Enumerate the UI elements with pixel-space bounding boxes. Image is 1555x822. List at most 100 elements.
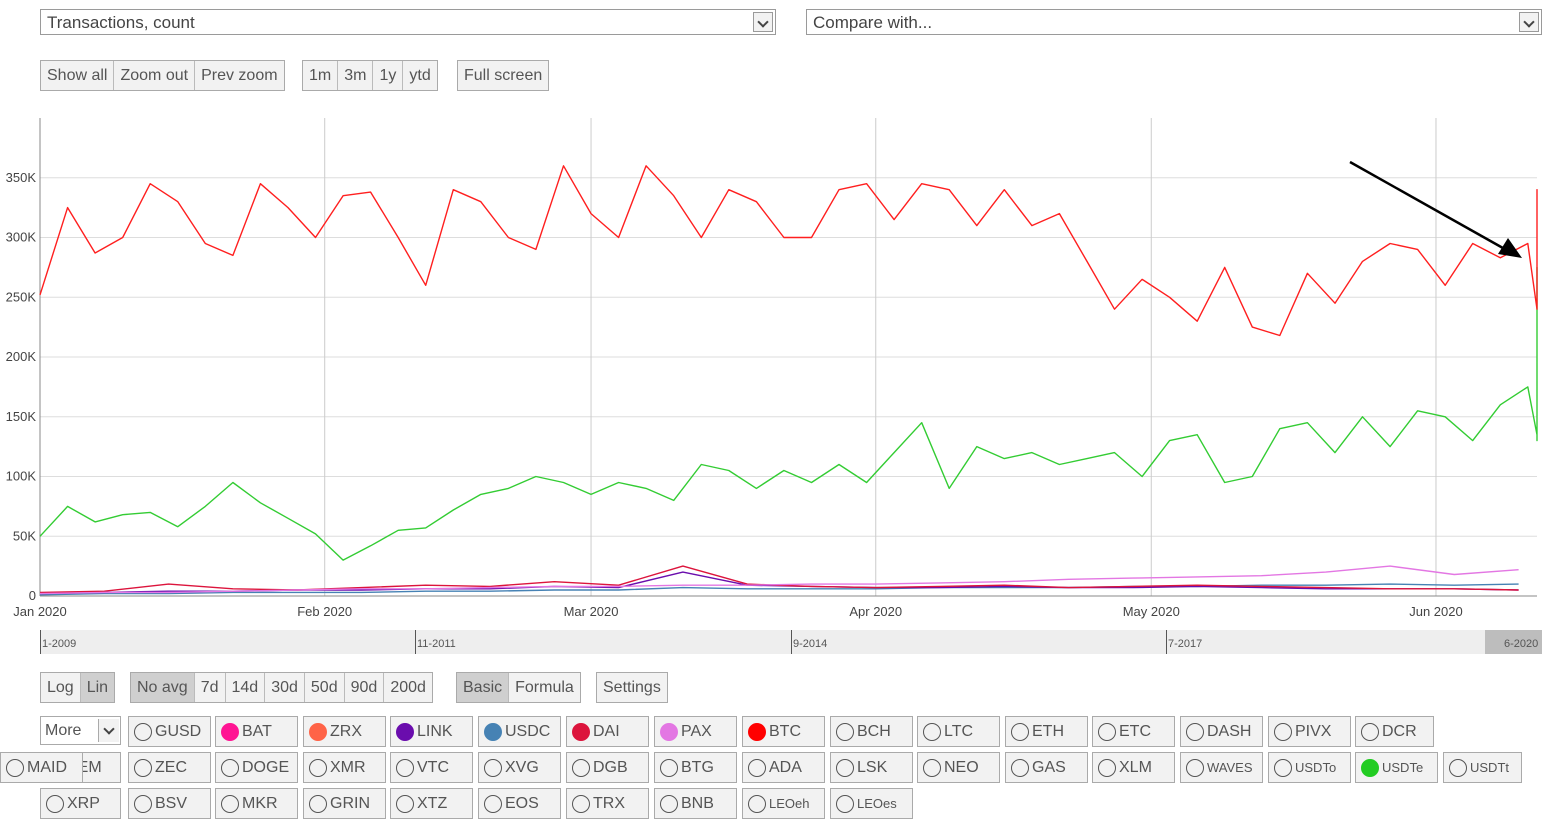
- radio-circle-icon: [396, 758, 414, 777]
- radio-circle-icon: [572, 758, 590, 777]
- coin-toggle-waves[interactable]: WAVES: [1180, 752, 1263, 783]
- coin-toggle-usdtt[interactable]: USDTt: [1443, 752, 1522, 783]
- show-all-button[interactable]: Show all: [41, 61, 115, 90]
- x-tick-label: Feb 2020: [297, 604, 352, 619]
- coin-toggle-eth[interactable]: ETH: [1005, 716, 1088, 747]
- coin-label: LSK: [857, 758, 888, 776]
- lin-scale-button[interactable]: Lin: [80, 673, 115, 702]
- x-tick-label: Jun 2020: [1409, 604, 1463, 619]
- no-avg-button[interactable]: No avg: [131, 673, 195, 702]
- coin-toggle-xrp[interactable]: XRP: [40, 788, 121, 819]
- coin-toggle-lsk[interactable]: LSK: [830, 752, 913, 783]
- coin-toggle-bsv[interactable]: BSV: [128, 788, 211, 819]
- avg-200d-button[interactable]: 200d: [384, 673, 432, 702]
- coin-toggle-dai[interactable]: DAI: [566, 716, 649, 747]
- zoom-out-button[interactable]: Zoom out: [114, 61, 196, 90]
- coin-label: GAS: [1032, 758, 1066, 776]
- coin-toggle-eos[interactable]: EOS: [478, 788, 561, 819]
- coin-toggle-gusd[interactable]: GUSD: [128, 716, 211, 747]
- coin-toggle-ltc[interactable]: LTC: [917, 716, 1000, 747]
- coin-toggle-mkr[interactable]: MKR: [215, 788, 298, 819]
- coin-toggle-usdto[interactable]: USDTo: [1268, 752, 1351, 783]
- more-select[interactable]: More: [40, 716, 121, 745]
- coin-label: DASH: [1207, 722, 1252, 740]
- settings-group: Settings: [596, 672, 668, 703]
- radio-circle-icon: [396, 794, 414, 813]
- coin-toggle-ada[interactable]: ADA: [742, 752, 825, 783]
- coin-label: LEOes: [857, 796, 897, 811]
- range-1m-button[interactable]: 1m: [303, 61, 339, 90]
- radio-circle-icon: [484, 722, 502, 741]
- y-tick-label: 50K: [13, 528, 36, 543]
- coin-toggle-xlm[interactable]: XLM: [1092, 752, 1175, 783]
- radio-circle-icon: [1186, 722, 1204, 741]
- coin-toggle-xtz[interactable]: XTZ: [390, 788, 473, 819]
- radio-circle-icon: [748, 722, 766, 741]
- full-screen-button[interactable]: Full screen: [458, 61, 549, 90]
- prev-zoom-button[interactable]: Prev zoom: [195, 61, 284, 90]
- radio-circle-icon: [1449, 758, 1467, 777]
- coin-toggle-gas[interactable]: GAS: [1005, 752, 1088, 783]
- metric-select[interactable]: Transactions, count: [40, 9, 776, 35]
- chevron-down-icon[interactable]: [753, 12, 773, 32]
- coin-toggle-etc[interactable]: ETC: [1092, 716, 1175, 747]
- coin-toggle-pivx[interactable]: PIVX: [1268, 716, 1351, 747]
- coin-toggle-leoeh[interactable]: LEOeh: [742, 788, 825, 819]
- coin-label: USDTo: [1295, 760, 1337, 775]
- avg-90d-button[interactable]: 90d: [344, 673, 385, 702]
- radio-circle-icon: [1361, 722, 1379, 741]
- x-tick-label: Jan 2020: [13, 604, 67, 619]
- basic-mode-button[interactable]: Basic: [457, 673, 510, 702]
- range-1y-button[interactable]: 1y: [373, 61, 404, 90]
- coin-label: ETC: [1119, 722, 1151, 740]
- coin-label: USDTt: [1470, 760, 1509, 775]
- coin-toggle-dgb[interactable]: DGB: [566, 752, 649, 783]
- chevron-down-icon[interactable]: [98, 719, 119, 742]
- settings-button[interactable]: Settings: [597, 673, 667, 702]
- compare-select[interactable]: Compare with...: [806, 9, 1542, 35]
- coin-toggle-dcr[interactable]: DCR: [1355, 716, 1434, 747]
- log-scale-button[interactable]: Log: [41, 673, 81, 702]
- formula-mode-button[interactable]: Formula: [509, 673, 580, 702]
- coin-toggle-btg[interactable]: BTG: [654, 752, 737, 783]
- coin-toggle-maid[interactable]: MAID: [0, 752, 83, 783]
- radio-circle-icon: [660, 758, 678, 777]
- coin-toggle-vtc[interactable]: VTC: [390, 752, 473, 783]
- radio-circle-icon: [572, 794, 590, 813]
- coin-toggle-neo[interactable]: NEO: [917, 752, 1000, 783]
- avg-50d-button[interactable]: 50d: [304, 673, 345, 702]
- coin-toggle-pax[interactable]: PAX: [654, 716, 737, 747]
- radio-circle-icon: [1186, 758, 1204, 777]
- radio-circle-icon: [836, 794, 854, 813]
- range-3m-button[interactable]: 3m: [338, 61, 374, 90]
- avg-14d-button[interactable]: 14d: [225, 673, 266, 702]
- coin-toggle-xmr[interactable]: XMR: [303, 752, 386, 783]
- coin-toggle-btc[interactable]: BTC: [742, 716, 825, 747]
- chevron-down-icon[interactable]: [1519, 12, 1539, 32]
- radio-circle-icon: [1274, 758, 1292, 777]
- range-ytd-button[interactable]: ytd: [403, 61, 437, 90]
- coin-toggle-leoes[interactable]: LEOes: [830, 788, 913, 819]
- coin-toggle-usdc[interactable]: USDC: [478, 716, 561, 747]
- coin-toggle-bat[interactable]: BAT: [215, 716, 298, 747]
- coin-toggle-link[interactable]: LINK: [390, 716, 473, 747]
- coin-toggle-grin[interactable]: GRIN: [303, 788, 386, 819]
- range-navigator[interactable]: 1-2009 11-2011 9-2014 7-2017 6-2020: [40, 630, 1542, 654]
- avg-7d-button[interactable]: 7d: [194, 673, 226, 702]
- coin-toggle-bch[interactable]: BCH: [830, 716, 913, 747]
- coin-label: DCR: [1382, 722, 1417, 740]
- coin-toggle-xvg[interactable]: XVG: [478, 752, 561, 783]
- line-chart[interactable]: 0 50K 100K 150K 200K 250K 300K 350K Jan 2020 Feb …: [0, 110, 1555, 620]
- navigator-selection[interactable]: [1485, 630, 1542, 654]
- coin-label: BTC: [769, 722, 801, 740]
- coin-toggle-doge[interactable]: DOGE: [215, 752, 298, 783]
- avg-30d-button[interactable]: 30d: [265, 673, 305, 702]
- coin-toggle-usdte[interactable]: USDTe: [1355, 752, 1438, 783]
- coin-toggle-zec[interactable]: ZEC: [128, 752, 211, 783]
- coin-toggle-zrx[interactable]: ZRX: [303, 716, 386, 747]
- fullscreen-group: Full screen: [457, 60, 550, 91]
- y-tick-label: 350K: [6, 170, 37, 185]
- coin-toggle-bnb[interactable]: BNB: [654, 788, 737, 819]
- coin-toggle-dash[interactable]: DASH: [1180, 716, 1263, 747]
- coin-toggle-trx[interactable]: TRX: [566, 788, 649, 819]
